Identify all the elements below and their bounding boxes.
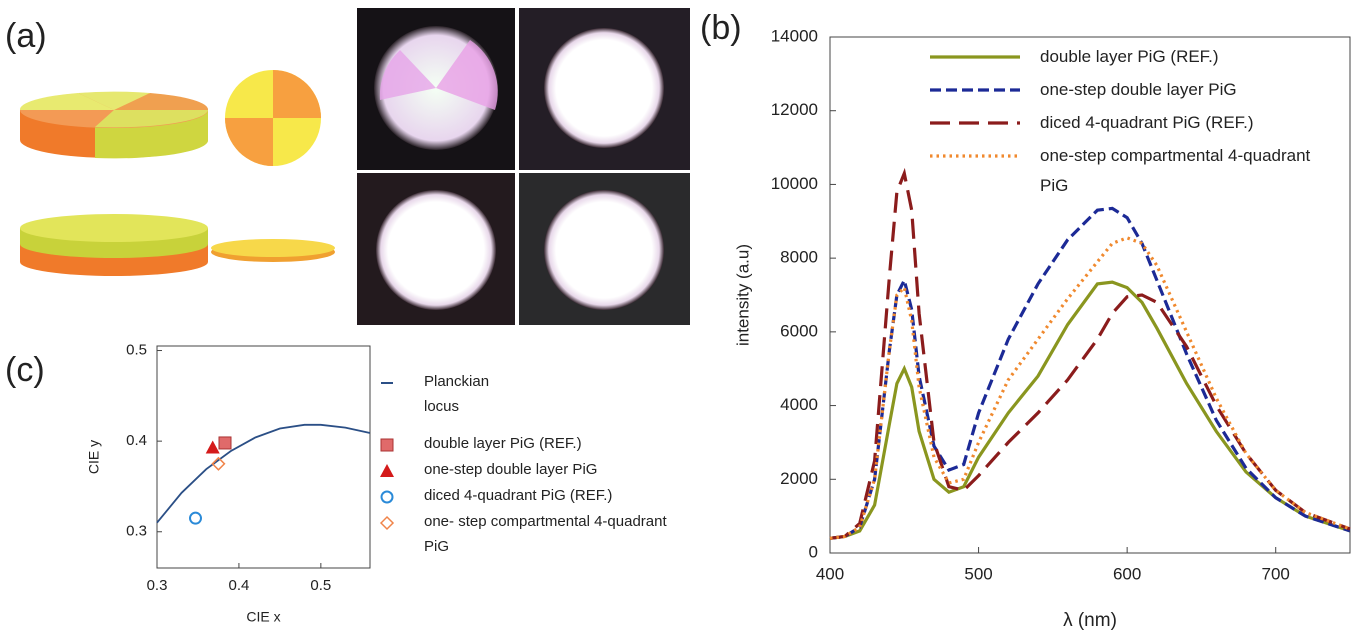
y-tick-label: 4000	[780, 395, 818, 414]
marker-circle	[189, 511, 203, 525]
x-tick-label: 700	[1262, 564, 1290, 583]
marker-diamond	[211, 456, 226, 471]
x-tick-label: 0.4	[228, 577, 249, 594]
marker-circle	[380, 490, 394, 504]
series-line	[156, 423, 371, 524]
panel-label: (c)	[5, 351, 45, 389]
x-tick-label: 500	[964, 564, 992, 583]
legend-label: diced 4-quadrant PiG (REF.)	[424, 487, 613, 504]
legend-label: one- step compartmental 4-quadrant PiG	[424, 513, 667, 555]
marker-triangle	[380, 464, 394, 477]
marker-diamond	[379, 515, 395, 531]
panel-label: (a)	[5, 17, 47, 55]
x-axis-label: λ (nm)	[1063, 610, 1117, 631]
series-line	[829, 280, 1351, 540]
legend-label: double layer PiG (REF.)	[1040, 47, 1219, 66]
legend-label: one-step double layer PiG	[1040, 80, 1237, 99]
y-tick-label: 0.5	[126, 341, 147, 358]
legend-label: diced 4-quadrant PiG (REF.)	[1040, 113, 1254, 132]
x-axis-label: CIE x	[246, 609, 280, 625]
legend-label: one-step double layer PiG	[424, 461, 598, 478]
plot-frame	[829, 36, 1351, 554]
legend-label: one-step compartmental 4-quadrant PiG	[1040, 146, 1311, 195]
y-tick-label: 10000	[771, 174, 818, 193]
marker-square	[380, 438, 394, 452]
y-axis-label: CIE y	[86, 440, 102, 474]
series-line	[829, 167, 1351, 540]
x-tick-label: 0.5	[310, 577, 331, 594]
plot-frame	[156, 345, 371, 569]
y-tick-label: 0	[809, 542, 818, 561]
y-tick-label: 0.4	[126, 432, 147, 449]
y-tick-label: 8000	[780, 248, 818, 267]
series-line	[829, 236, 1351, 540]
marker-triangle	[205, 440, 220, 454]
y-axis-label: intensity (a.u)	[733, 244, 752, 346]
x-tick-label: 400	[816, 564, 844, 583]
panel-label: (b)	[700, 9, 742, 47]
photo-grid	[357, 8, 690, 325]
y-tick-label: 12000	[771, 100, 818, 119]
x-tick-label: 600	[1113, 564, 1141, 583]
y-tick-label: 14000	[771, 26, 818, 45]
x-tick-label: 0.3	[147, 577, 168, 594]
disk-illustrations	[19, 70, 335, 276]
y-tick-label: 2000	[780, 469, 818, 488]
legend-label: double layer PiG (REF.)	[424, 435, 582, 452]
y-tick-label: 6000	[780, 321, 818, 340]
series-line	[829, 206, 1351, 540]
y-tick-label: 0.3	[126, 523, 147, 540]
legend-label: Planckian locus	[424, 373, 490, 415]
marker-square	[218, 436, 232, 450]
